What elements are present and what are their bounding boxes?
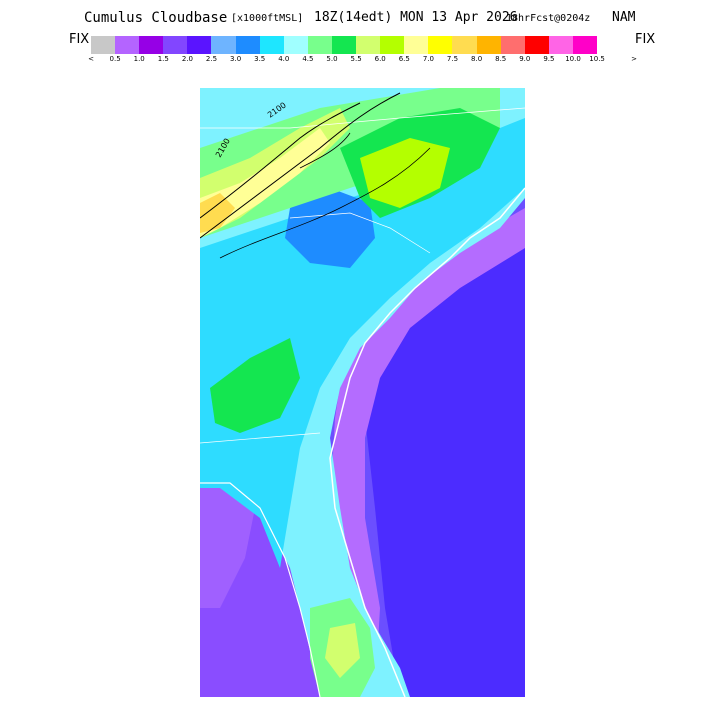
inland-cyan: [200, 118, 525, 568]
map-title: Cumulus Cloudbase: [84, 10, 228, 26]
units-label: [x1000ftMSL]: [231, 13, 304, 24]
offshore-low-band: [365, 238, 525, 697]
map-canvas: 2100 2100: [200, 88, 525, 697]
color-legend-tick: 5.5: [350, 55, 362, 63]
color-legend-ticks: < > 0.5 1.0 1.5 2.0 2.5 3.0 3.5 4.0 4.5 5.0 5.5 6.0…: [0, 55, 726, 67]
yellow-green-patch: [360, 138, 450, 208]
color-legend-tick: 6.5: [398, 55, 410, 63]
color-legend-tick: 9.0: [519, 55, 531, 63]
color-swatch: [380, 36, 405, 54]
coastline: [329, 187, 525, 697]
color-legend-tick: 2.0: [181, 55, 193, 63]
contour-line: [219, 147, 431, 259]
color-swatch: [91, 36, 116, 54]
color-swatch: [139, 36, 164, 54]
color-swatch: [452, 36, 477, 54]
coastal-violet-band: [330, 208, 525, 697]
forecast-label: 18hrFcst@0204z: [506, 13, 591, 24]
color-legend-tick: 4.5: [302, 55, 314, 63]
fix-label-right: FIX: [635, 32, 656, 47]
color-swatch: [500, 36, 525, 54]
color-legend-tick: 10.0: [565, 55, 581, 63]
color-legend-tick: 2.5: [205, 55, 218, 63]
color-swatch: [428, 36, 453, 54]
color-swatch: [307, 36, 332, 54]
color-legend-tick: 7.0: [422, 55, 434, 63]
color-swatch: [163, 36, 188, 54]
florida-yellow-green: [325, 623, 360, 678]
color-swatch: [187, 36, 212, 54]
green-patch-west: [210, 338, 300, 433]
color-legend-tick: 6.0: [374, 55, 386, 63]
blue-patch: [285, 188, 375, 268]
model-label: NAM: [612, 10, 636, 25]
gulf-coastline: [200, 482, 321, 697]
color-swatch: [211, 36, 236, 54]
color-legend-tick: 8.5: [495, 55, 507, 63]
color-legend-tick: 3.5: [254, 55, 266, 63]
color-swatch: [548, 36, 573, 54]
cloudbase-map: 2100 2100: [200, 88, 525, 697]
color-legend-tick: 8.0: [471, 55, 483, 63]
fix-label-left: FIX: [69, 32, 90, 47]
color-swatch: [259, 36, 284, 54]
color-legend-tick: 1.0: [133, 55, 145, 63]
color-swatch: [115, 36, 140, 54]
color-swatch: [331, 36, 357, 54]
color-swatch: [404, 36, 429, 54]
color-legend-tick: 5.0: [326, 55, 338, 63]
color-swatch: [572, 36, 597, 54]
color-legend-tick: 4.0: [278, 55, 290, 63]
greater-than-marker: >: [631, 55, 637, 63]
color-legend-tick: 1.5: [157, 55, 169, 63]
state-border: [289, 212, 431, 254]
color-legend: [91, 36, 597, 54]
color-legend-tick: 10.5: [589, 55, 605, 63]
color-legend-tick: 0.5: [109, 55, 121, 63]
map-title-bar: Cumulus Cloudbase [x1000ftMSL] 18Z(14edt…: [0, 8, 726, 28]
color-legend-tick: 9.5: [543, 55, 555, 63]
color-swatch: [524, 36, 549, 54]
state-border: [200, 432, 321, 444]
contour-line: [200, 92, 401, 239]
mountain-orange: [200, 193, 235, 233]
gulf-light-violet: [200, 483, 255, 608]
color-legend-tick: 3.0: [230, 55, 242, 63]
color-swatch: [235, 36, 260, 54]
valid-time-label: 18Z(14edt) MON 13 Apr 2026: [314, 10, 518, 25]
state-border: [200, 107, 525, 129]
contour-line: [299, 132, 351, 169]
less-than-marker: <: [88, 55, 94, 63]
color-swatch: [356, 36, 381, 54]
contour-line: [200, 102, 361, 219]
color-legend-tick: 7.5: [446, 55, 459, 63]
color-swatch: [283, 36, 308, 54]
color-swatch: [476, 36, 501, 54]
